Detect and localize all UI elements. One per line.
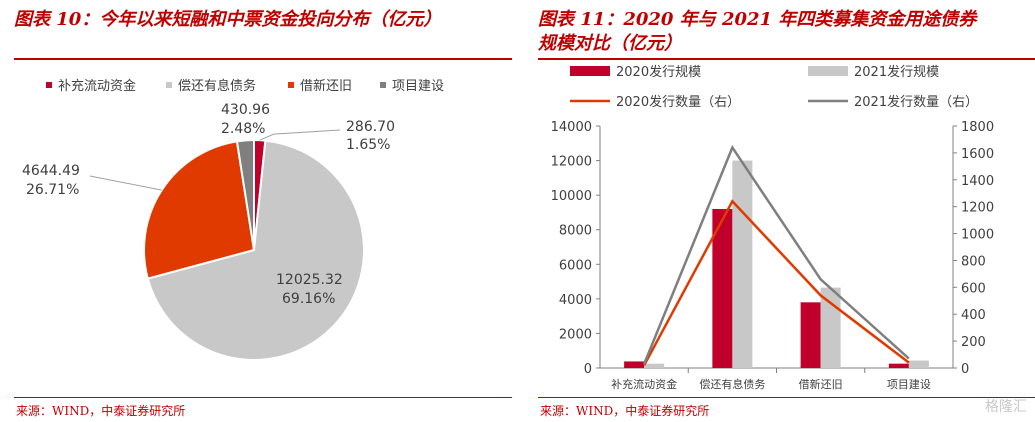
- line-2020-count: [643, 199, 910, 366]
- combo-legend-swatch: [808, 66, 848, 76]
- right-title-line1: 图表 11：2020 年与 2021 年四类募集资金用途债券: [538, 9, 977, 30]
- bar-2021: [820, 287, 841, 368]
- panel-divider: [520, 0, 528, 422]
- right-source-rule: [538, 397, 1035, 398]
- left-figure-panel: 图表 10：今年以来短融和中票资金投向分布（亿元） 补充流动资金 偿还有息债务 借新…: [14, 9, 512, 418]
- left-title-rule: [14, 58, 512, 60]
- right-source-note: 来源：WIND，中泰证券研究所: [540, 404, 710, 418]
- left-y-tick-label: 4000: [559, 293, 592, 308]
- pie-value-label: 12025.32: [276, 272, 343, 288]
- combo-legend-label: 2021发行规模: [854, 64, 939, 80]
- pie-slice: [235, 138, 255, 251]
- left-y-tick-label: 8000: [559, 224, 592, 239]
- right-y-tick-label: 1000: [961, 228, 994, 243]
- left-y-tick-label: 10000: [551, 189, 592, 204]
- left-y-tick-label: 0: [584, 362, 592, 377]
- right-y-tick-label: 800: [961, 254, 986, 269]
- right-y-tick-label: 0: [961, 362, 969, 377]
- right-y-tick-label: 1400: [961, 174, 994, 189]
- pie-value-label: 430.96: [221, 102, 270, 118]
- pie-value-label: 4644.49: [22, 163, 80, 179]
- left-y-tick-label: 2000: [559, 327, 592, 342]
- right-y-tick-label: 400: [961, 308, 986, 323]
- right-y-tick-label: 1800: [961, 120, 994, 135]
- right-figure-panel: 图表 11：2020 年与 2021 年四类募集资金用途债券 规模对比（亿元） …: [528, 0, 1035, 422]
- pie-value-label: 286.70: [346, 119, 395, 135]
- pie-percent-label: 26.71%: [26, 182, 79, 198]
- pie-legend-swatch: [46, 82, 52, 88]
- pie-leader-line: [89, 175, 162, 191]
- bar-2020: [800, 302, 821, 368]
- x-tick-label: 借新还旧: [799, 377, 843, 391]
- pie-legend-label: 补充流动资金: [58, 78, 136, 94]
- right-title-line2: 规模对比（亿元）: [538, 33, 682, 54]
- right-y-tick-label: 600: [961, 281, 986, 296]
- bar-2021: [644, 363, 665, 368]
- right-y-tick-label: 200: [961, 335, 986, 350]
- pie-legend-swatch: [288, 82, 294, 88]
- x-tick-label: 项目建设: [887, 377, 931, 391]
- combo-legend-label: 2020发行规模: [616, 64, 701, 80]
- right-figure-title: 图表 11：2020 年与 2021 年四类募集资金用途债券 规模对比（亿元）: [538, 8, 1018, 56]
- right-y-tick-label: 1600: [961, 147, 994, 162]
- pie-legend-swatch: [166, 82, 172, 88]
- right-title-rule: [538, 58, 1035, 60]
- left-source-rule: [14, 397, 512, 398]
- combo-legend-swatch: [570, 66, 610, 76]
- pie-percent-label: 1.65%: [346, 137, 390, 153]
- pie-legend-swatch: [380, 82, 386, 88]
- combo-legend-label: 2020发行数量（右）: [616, 94, 740, 110]
- bar-2021: [732, 160, 753, 368]
- left-y-tick-label: 6000: [559, 258, 592, 273]
- bar-2020: [888, 363, 909, 368]
- combo-legend-label: 2021发行数量（右）: [854, 94, 978, 110]
- bar-2020: [624, 361, 645, 368]
- watermark-text: 格隆汇: [985, 399, 1027, 415]
- bar-2021: [908, 360, 929, 368]
- line-2021-count: [642, 144, 910, 365]
- pie-slice: [146, 139, 365, 361]
- pie-percent-label: 2.48%: [221, 121, 265, 137]
- bar-line-combo-chart: 2020发行规模 2021发行规模 2020发行数量（右） 2021发行数量（右） 0 2…: [551, 64, 994, 391]
- x-tick-label: 补充流动资金: [611, 377, 677, 391]
- x-tick-label: 偿还有息债务: [699, 377, 765, 391]
- pie-chart: 补充流动资金 偿还有息债务 借新还旧 项目建设 286.70 1.65% 12025.32 6…: [22, 78, 444, 361]
- left-y-tick-label: 12000: [551, 155, 592, 170]
- pie-leader-line: [259, 129, 341, 141]
- pie-percent-label: 69.16%: [282, 291, 335, 307]
- left-figure-title: 图表 10：今年以来短融和中票资金投向分布（亿元）: [14, 9, 442, 30]
- right-y-tick-label: 1200: [961, 201, 994, 216]
- bar-2020: [712, 208, 733, 368]
- pie-legend-label: 偿还有息债务: [178, 78, 256, 94]
- left-source-note: 来源：WIND，中泰证券研究所: [16, 404, 186, 418]
- left-y-tick-label: 14000: [551, 120, 592, 135]
- pie-legend-label: 项目建设: [392, 79, 444, 94]
- pie-legend-label: 借新还旧: [300, 78, 352, 94]
